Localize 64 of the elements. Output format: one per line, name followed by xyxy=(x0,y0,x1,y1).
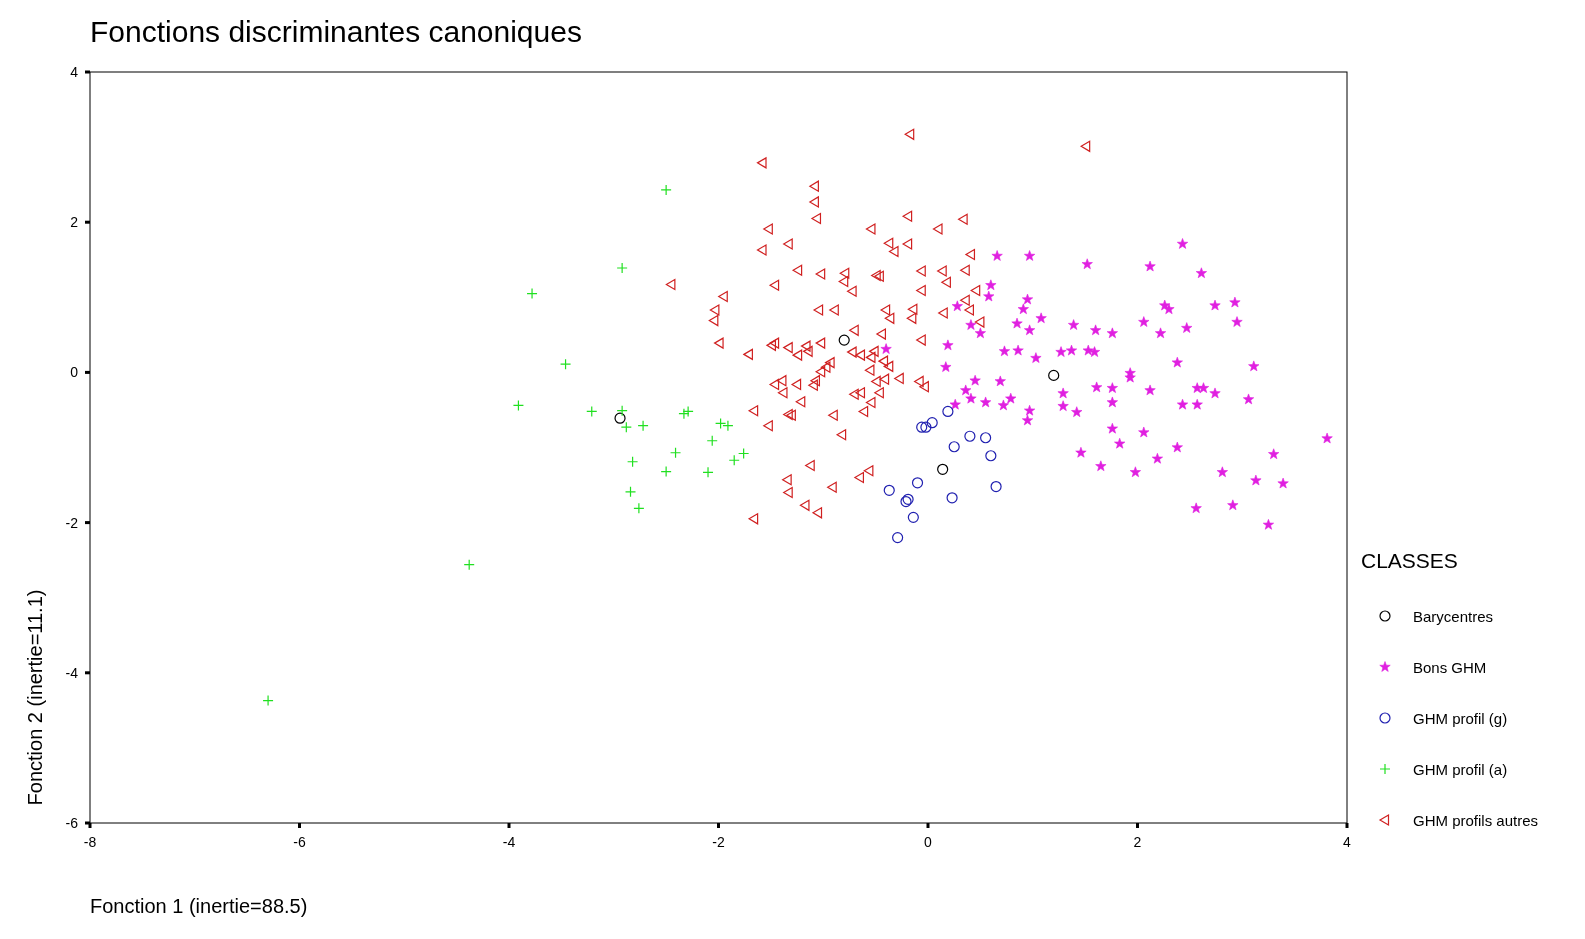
point xyxy=(916,421,928,433)
point xyxy=(907,511,919,523)
x-axis-title: Fonction 1 (inertie=88.5) xyxy=(90,895,308,917)
point xyxy=(714,417,727,430)
point xyxy=(706,435,718,447)
point xyxy=(262,694,274,707)
point xyxy=(586,405,598,418)
point xyxy=(682,405,694,418)
x-tick-label: 0 xyxy=(924,834,933,850)
point xyxy=(722,420,734,432)
y-axis-title: Fonction 2 (inertie=11.1) xyxy=(24,589,46,806)
point xyxy=(838,334,850,346)
x-tick-label: -6 xyxy=(293,834,306,850)
x-tick-label: -4 xyxy=(502,834,516,850)
point xyxy=(526,287,538,300)
y-tick-label: -6 xyxy=(65,815,79,831)
x-tick-label: -2 xyxy=(712,834,725,850)
point xyxy=(728,454,740,466)
point xyxy=(660,465,672,478)
x-tick-label: 2 xyxy=(1133,834,1142,850)
point xyxy=(946,492,958,504)
point xyxy=(463,559,475,571)
chart-title: Fonctions discriminantes canoniques xyxy=(90,15,582,48)
legend-title: CLASSES xyxy=(1361,549,1458,572)
point xyxy=(614,412,626,424)
point xyxy=(660,184,672,196)
point xyxy=(911,477,924,489)
point xyxy=(985,450,997,462)
point xyxy=(883,484,895,496)
legend-label: GHM profils autres xyxy=(1413,812,1539,829)
y-tick-label: 0 xyxy=(70,364,79,381)
point xyxy=(678,408,690,420)
legend-label: GHM profil (a) xyxy=(1413,761,1508,778)
point xyxy=(920,421,932,433)
point xyxy=(633,502,645,514)
point xyxy=(948,441,960,453)
point xyxy=(980,432,992,444)
x-tick-label: 4 xyxy=(1343,834,1352,850)
point xyxy=(559,358,572,370)
point xyxy=(1048,369,1060,381)
point xyxy=(892,532,904,544)
point xyxy=(942,405,954,418)
y-tick-label: -4 xyxy=(65,664,79,681)
point xyxy=(627,456,639,468)
legend-label: GHM profil (g) xyxy=(1413,710,1508,727)
point xyxy=(937,463,949,475)
legend-label: Barycentres xyxy=(1413,608,1494,625)
x-tick-label: -8 xyxy=(83,834,97,850)
point xyxy=(637,420,649,432)
point xyxy=(512,399,525,412)
point xyxy=(990,480,1002,493)
point xyxy=(669,447,682,459)
point xyxy=(620,421,632,433)
y-tick-label: 2 xyxy=(70,214,79,231)
y-tick-label: -2 xyxy=(65,514,79,531)
point xyxy=(624,486,637,498)
point xyxy=(926,417,938,429)
y-tick-label: 4 xyxy=(70,64,79,80)
point xyxy=(616,262,628,274)
point xyxy=(616,405,628,417)
legend-label: Bons GHM xyxy=(1413,659,1487,676)
point xyxy=(738,447,750,460)
point xyxy=(702,466,714,478)
point xyxy=(964,430,976,442)
